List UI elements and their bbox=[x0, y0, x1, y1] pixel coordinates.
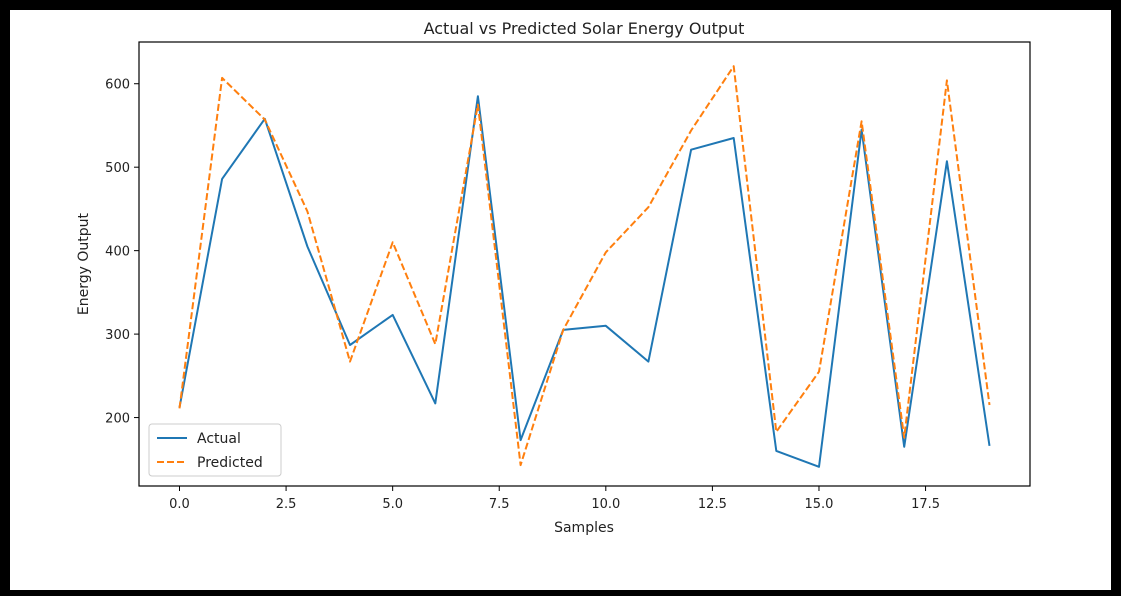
x-tick-label: 17.5 bbox=[911, 497, 940, 512]
x-tick-label: 12.5 bbox=[698, 497, 727, 512]
x-tick-label: 15.0 bbox=[804, 497, 833, 512]
x-tick-label: 10.0 bbox=[591, 497, 620, 512]
y-tick-label: 200 bbox=[105, 412, 130, 427]
y-tick-label: 600 bbox=[105, 78, 130, 93]
plot-area-frame bbox=[138, 41, 1031, 487]
legend-label-actual: Actual bbox=[197, 431, 241, 447]
series-line-actual bbox=[178, 95, 991, 468]
figure-frame bbox=[10, 10, 1111, 590]
legend-label-predicted: Predicted bbox=[197, 455, 263, 471]
y-tick-label: 400 bbox=[105, 245, 130, 260]
y-axis-label: Energy Output bbox=[76, 212, 92, 315]
y-tick-label: 500 bbox=[105, 161, 130, 176]
x-tick-label: 0.0 bbox=[169, 497, 190, 512]
x-tick-label: 7.5 bbox=[489, 497, 510, 512]
x-tick-label: 5.0 bbox=[382, 497, 403, 512]
x-tick-label: 2.5 bbox=[276, 497, 297, 512]
series-line-predicted bbox=[178, 65, 991, 467]
y-tick-label: 300 bbox=[105, 328, 130, 343]
x-axis-label: Samples bbox=[554, 520, 614, 536]
chart-title: Actual vs Predicted Solar Energy Output bbox=[424, 19, 745, 38]
